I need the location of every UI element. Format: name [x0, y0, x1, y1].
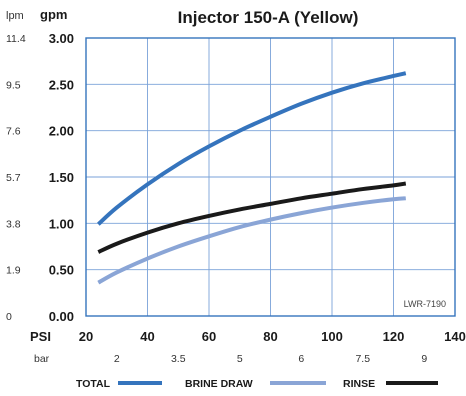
series-line-rinse [97, 181, 407, 254]
plot-frame [85, 37, 456, 317]
grid [86, 38, 455, 316]
lpm-tick-label: 0 [6, 311, 12, 323]
legend-label-rinse: RINSE [343, 378, 375, 390]
chart-title: Injector 150-A (Yellow) [178, 8, 359, 27]
lpm-tick-label: 1.9 [6, 265, 21, 277]
y-tick-label: 2.50 [49, 77, 74, 92]
legend-label-total: TOTAL [76, 378, 111, 390]
bar-unit-label: bar [34, 353, 50, 365]
bar-tick-label: 3.5 [171, 353, 186, 365]
lpm-tick-label: 11.4 [6, 33, 26, 45]
x-tick-label: 60 [202, 329, 216, 344]
series-layer [96, 71, 407, 285]
lpm-tick-label: 5.7 [6, 172, 21, 184]
y-tick-label: 1.00 [49, 216, 74, 231]
x-tick-label: 140 [444, 329, 466, 344]
y-tick-label: 1.50 [49, 170, 74, 185]
x-tick-label: 120 [383, 329, 405, 344]
lpm-tick-label: 9.5 [6, 79, 21, 91]
bar-tick-label: 9 [421, 353, 427, 365]
y-tick-label: 3.00 [49, 31, 74, 46]
lpm-tick-label: 7.6 [6, 126, 21, 138]
legend-label-brine-draw: BRINE DRAW [185, 378, 253, 390]
y-tick-label: 0.50 [49, 263, 74, 278]
gpm-unit-label: gpm [40, 7, 67, 22]
x-tick-label: 100 [321, 329, 343, 344]
series-line-brine-draw [97, 196, 406, 285]
lpm-tick-label: 3.8 [6, 218, 21, 230]
psi-unit-label: PSI [30, 329, 51, 344]
x-tick-label: 40 [140, 329, 154, 344]
y-tick-label: 0.00 [49, 309, 74, 324]
series-line-total [96, 71, 407, 226]
y-tick-label: 2.00 [49, 124, 74, 139]
x-tick-label: 80 [263, 329, 277, 344]
lpm-unit-label: lpm [6, 10, 24, 22]
bar-tick-label: 2 [114, 353, 120, 365]
bar-tick-label: 6 [298, 353, 304, 365]
tick-labels: 20 40 60 80 100 120 140 0.00 0 0.50 1.9 1.00 3.8 1.50… [6, 31, 466, 365]
bar-tick-label: 5 [237, 353, 243, 365]
chart-code-annotation: LWR-7190 [404, 299, 446, 309]
legend: TOTAL BRINE DRAW RINSE [76, 378, 438, 390]
bar-tick-label: 7.5 [355, 353, 370, 365]
x-tick-label: 20 [79, 329, 93, 344]
